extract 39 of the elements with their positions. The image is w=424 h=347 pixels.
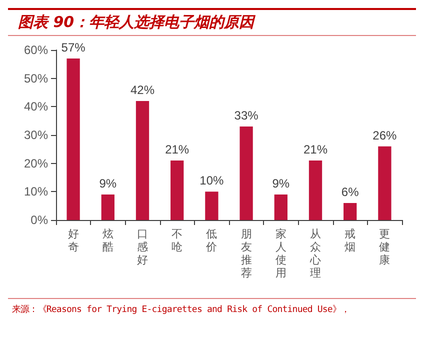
data-label: 21% [165, 142, 190, 156]
y-tick-label: 10% [24, 184, 48, 199]
data-label: 10% [200, 174, 224, 188]
bar [344, 203, 357, 220]
bar [308, 160, 322, 220]
y-tick-label: 20% [24, 156, 48, 170]
x-tick-label: 更健康 [379, 228, 390, 266]
bar [101, 194, 114, 220]
data-label: 9% [272, 176, 290, 190]
x-tick-label: 好奇 [68, 228, 79, 254]
data-label: 42% [130, 83, 155, 97]
x-tick-label: 口感好 [137, 228, 148, 266]
y-tick-label: 60% [24, 43, 48, 57]
bar [205, 192, 218, 220]
bar [66, 58, 80, 220]
bar [240, 126, 253, 220]
x-tick-label: 戒烟 [344, 228, 356, 254]
x-tick-label: 从众心理 [309, 228, 321, 280]
chart-title: 图表 90：年轻人选择电子烟的原因 [8, 8, 416, 36]
y-tick-label: 0% [30, 213, 48, 227]
data-label: 9% [99, 176, 117, 190]
x-tick-label: 朋友推荐 [240, 228, 252, 280]
bar [170, 160, 184, 220]
x-tick-label: 家人使用 [275, 228, 286, 280]
bar [378, 146, 392, 220]
data-label: 26% [372, 128, 398, 142]
data-label: 57% [61, 40, 86, 54]
x-tick-label: 不呛 [172, 228, 183, 254]
data-label: 33% [234, 108, 259, 122]
data-label: 21% [303, 142, 328, 156]
y-tick-label: 30% [24, 128, 48, 142]
source-note: 来源：《Reasons for Trying E-cigarettes and Risk of Continued Use》， [8, 298, 416, 320]
data-label: 6% [341, 185, 360, 199]
bar [274, 194, 288, 220]
bar [136, 101, 150, 220]
y-tick-label: 50% [24, 71, 48, 86]
x-tick-label: 炫酷 [102, 228, 114, 254]
y-tick-label: 40% [24, 100, 48, 114]
x-tick-label: 低价 [205, 228, 218, 254]
